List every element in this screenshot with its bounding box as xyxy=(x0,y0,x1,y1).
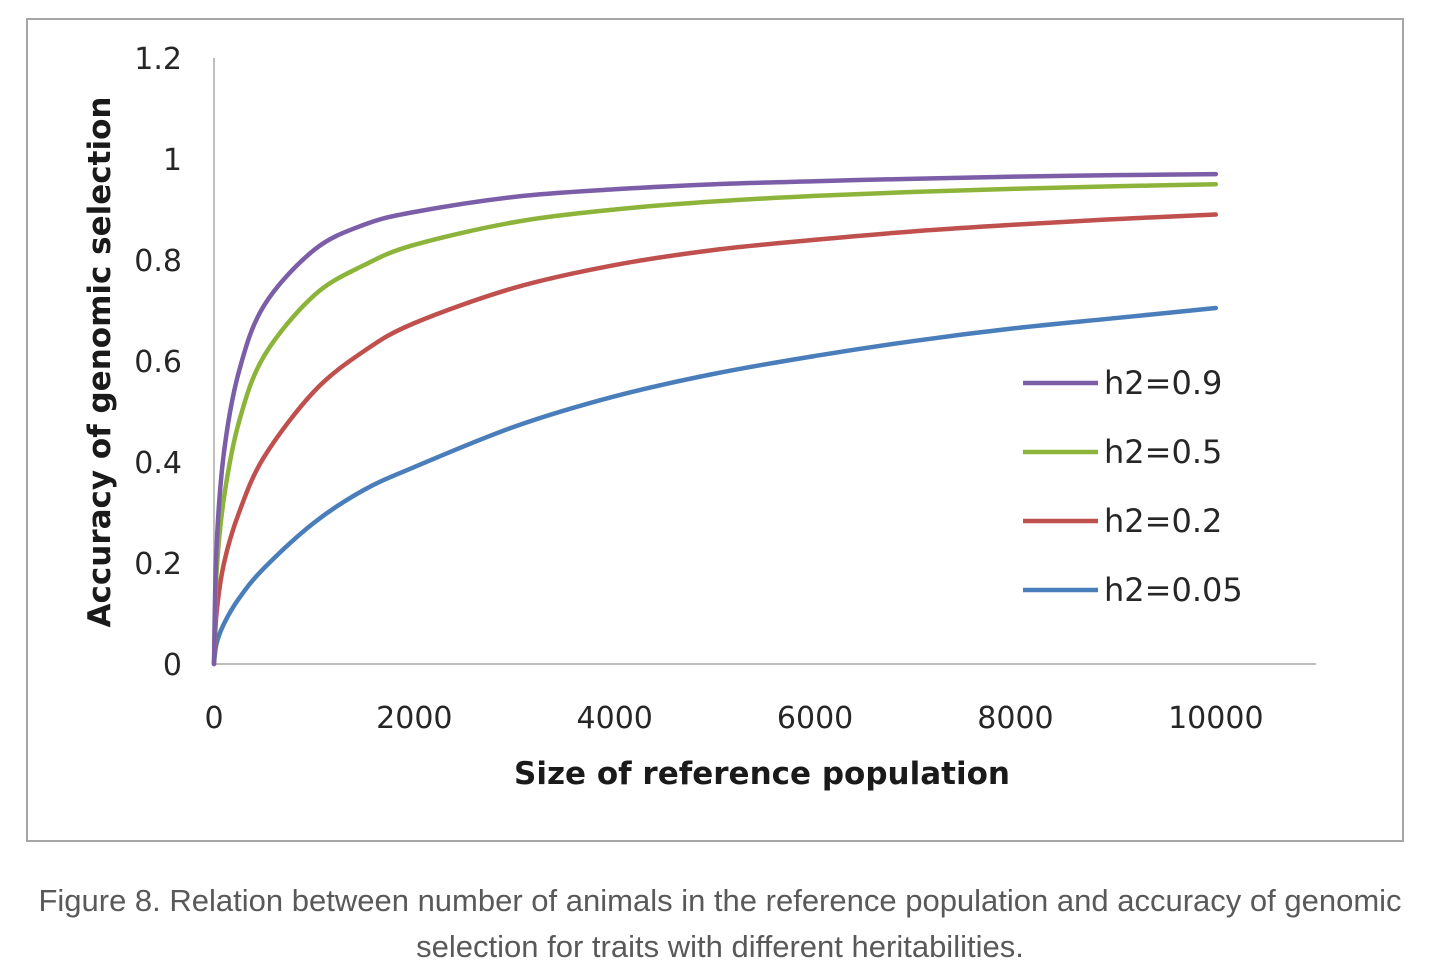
legend-label: h2=0.5 xyxy=(1104,433,1222,471)
y-tick-label: 0.6 xyxy=(134,345,182,380)
y-tick-label: 1 xyxy=(163,143,182,178)
legend-label: h2=0.9 xyxy=(1104,364,1222,402)
y-tick-label: 0.4 xyxy=(134,446,182,481)
series-line-h2-0-2 xyxy=(211,212,1219,667)
caption-line-2: selection for traits with different heri… xyxy=(416,929,1024,964)
x-tick-label: 4000 xyxy=(577,701,653,736)
series-line-h2-0-05 xyxy=(211,305,1219,667)
figure-caption: Figure 8. Relation between number of ani… xyxy=(0,878,1440,970)
legend-label: h2=0.2 xyxy=(1104,502,1222,540)
x-tick-label: 10000 xyxy=(1168,701,1263,736)
y-tick-label: 0.2 xyxy=(134,547,182,582)
x-tick-label: 6000 xyxy=(777,701,853,736)
y-tick-label: 0.8 xyxy=(134,244,182,279)
y-tick-label: 1.2 xyxy=(134,42,182,77)
chart-frame xyxy=(26,18,1404,842)
y-axis-title: Accuracy of genomic selection xyxy=(82,97,118,628)
caption-line-1: Figure 8. Relation between number of ani… xyxy=(38,883,1402,918)
line-chart: 00.20.40.60.811.20 2000 4000 6000 8000 10000 … xyxy=(82,42,1316,792)
x-tick-label: 8000 xyxy=(977,701,1053,736)
series-line-h2-0-9 xyxy=(211,171,1219,667)
tick-labels: 0 0.2 0.4 0.6 0.8 1 1.2 0 2000 4000 6000 8000 10000 xyxy=(134,42,1263,736)
series-lines xyxy=(211,171,1219,667)
series-line-h2-0-5 xyxy=(211,182,1219,667)
legend-label: h2=0.05 xyxy=(1104,571,1243,609)
y-tick-label: 0 xyxy=(163,648,182,683)
x-tick-label: 0 xyxy=(204,701,223,736)
x-tick-label: 2000 xyxy=(376,701,452,736)
legend: h2=0.9 h2=0.5 h2=0.2 h2=0.05 xyxy=(1023,364,1243,609)
x-axis-title: Size of reference population xyxy=(514,756,1010,792)
